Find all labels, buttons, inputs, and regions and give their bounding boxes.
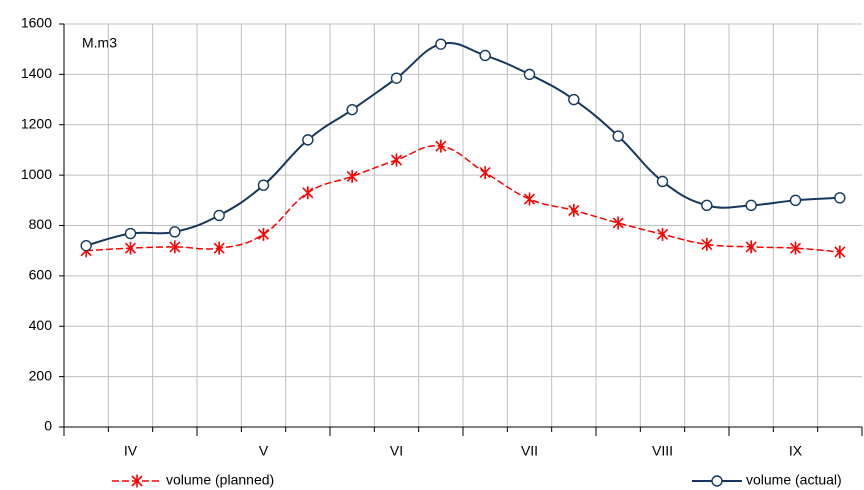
y-tick-label: 600 bbox=[29, 267, 53, 283]
unit-annotation: M.m3 bbox=[82, 35, 117, 51]
point-marker bbox=[789, 194, 802, 207]
point-marker bbox=[124, 241, 137, 255]
legend-marker bbox=[711, 475, 723, 487]
point-marker bbox=[346, 169, 358, 183]
point-marker bbox=[656, 227, 669, 241]
series-line bbox=[86, 145, 840, 253]
legend-label: volume (planned) bbox=[166, 472, 274, 488]
x-tick-label: VII bbox=[521, 443, 538, 459]
y-tick-label: 0 bbox=[44, 418, 52, 434]
legend-label: volume (actual) bbox=[746, 472, 842, 488]
point-marker bbox=[612, 130, 624, 142]
point-marker bbox=[612, 216, 624, 230]
x-tick-label: VI bbox=[390, 443, 403, 459]
point-marker bbox=[701, 199, 713, 212]
y-tick-label: 400 bbox=[29, 317, 53, 333]
point-marker bbox=[346, 103, 358, 116]
point-marker bbox=[257, 227, 270, 241]
x-tick-label: VIII bbox=[652, 443, 673, 459]
point-marker bbox=[834, 192, 846, 204]
point-marker bbox=[302, 134, 314, 146]
point-marker bbox=[745, 199, 757, 212]
point-marker bbox=[169, 226, 181, 238]
x-tick-label: IX bbox=[789, 443, 803, 459]
x-tick-label: IV bbox=[124, 443, 138, 459]
point-marker bbox=[523, 68, 536, 81]
point-marker bbox=[302, 186, 314, 200]
point-marker bbox=[435, 38, 447, 50]
point-marker bbox=[745, 240, 757, 254]
point-marker bbox=[701, 237, 713, 251]
point-marker bbox=[568, 93, 580, 106]
point-marker bbox=[523, 192, 536, 206]
point-marker bbox=[435, 139, 447, 153]
point-marker bbox=[390, 72, 403, 84]
point-marker bbox=[656, 175, 669, 188]
point-marker bbox=[479, 49, 491, 62]
point-marker bbox=[834, 245, 846, 259]
point-marker bbox=[213, 241, 225, 255]
point-marker bbox=[213, 209, 225, 222]
point-marker bbox=[568, 203, 580, 217]
point-marker bbox=[390, 153, 403, 167]
point-marker bbox=[257, 179, 270, 191]
x-tick-label: V bbox=[259, 443, 269, 459]
y-tick-label: 1600 bbox=[21, 15, 52, 31]
point-marker bbox=[80, 239, 92, 252]
point-marker bbox=[169, 240, 181, 254]
y-tick-label: 1000 bbox=[21, 166, 52, 182]
y-tick-label: 1400 bbox=[21, 65, 52, 81]
point-marker bbox=[124, 227, 137, 240]
point-marker bbox=[789, 241, 802, 255]
point-marker bbox=[479, 166, 491, 180]
legend-marker bbox=[131, 474, 143, 488]
y-tick-label: 800 bbox=[29, 216, 53, 232]
y-tick-label: 200 bbox=[29, 367, 53, 383]
y-tick-label: 1200 bbox=[21, 115, 52, 131]
